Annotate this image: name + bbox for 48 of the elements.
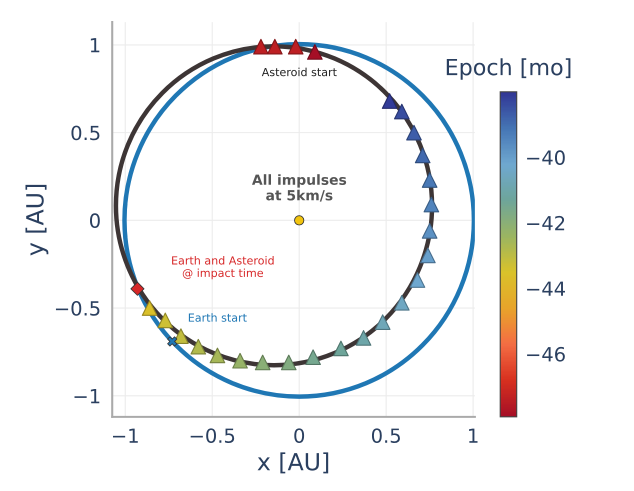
point	[356, 330, 372, 346]
x-tick-label: 0	[294, 428, 304, 444]
annotation: All impulses at 5km/s	[252, 174, 346, 202]
annotation: Earth and Asteroid @ impact time	[172, 256, 274, 280]
x-tick-label: −0.5	[190, 428, 234, 444]
x-tick-label: −1	[112, 428, 138, 443]
annotation: Earth start	[188, 313, 247, 322]
point	[157, 312, 174, 328]
point	[280, 354, 297, 370]
point	[305, 349, 321, 366]
y-tick-label: −0.5	[56, 301, 100, 316]
color-bar-label: −46	[527, 346, 565, 362]
point	[288, 38, 304, 54]
point	[374, 314, 391, 330]
point	[394, 104, 410, 120]
color-bar-label: −42	[527, 216, 564, 230]
point	[410, 272, 426, 288]
x-tick-label: 0.5	[372, 428, 400, 444]
point	[210, 348, 226, 364]
point	[307, 44, 323, 60]
point	[254, 354, 271, 370]
point	[394, 294, 410, 311]
point	[422, 172, 438, 188]
color-bar-label: −40	[527, 150, 565, 166]
point	[232, 352, 248, 369]
point	[253, 38, 269, 54]
point	[167, 336, 178, 346]
y-tick-label: 0	[90, 213, 100, 228]
y-tick-label: 1	[90, 38, 100, 52]
color-bar-label: −44	[527, 282, 565, 296]
point	[424, 196, 440, 212]
color-bar-title: Epoch [mo]	[446, 58, 570, 80]
point	[406, 124, 422, 140]
annotation: Asteroid start	[262, 68, 337, 76]
y-tick-label: 0.5	[71, 126, 100, 140]
x-axis-title: x [AU]	[258, 452, 328, 474]
point	[267, 38, 283, 54]
point	[333, 340, 349, 356]
y-tick-label: −1	[74, 389, 100, 404]
point	[414, 148, 431, 164]
point	[130, 282, 144, 296]
point	[382, 93, 398, 109]
x-tick-label: 1	[469, 428, 478, 443]
point	[420, 248, 436, 264]
point	[142, 300, 158, 316]
point	[190, 338, 206, 355]
y-axis-title: y [AU]	[25, 184, 48, 256]
point	[422, 223, 438, 239]
